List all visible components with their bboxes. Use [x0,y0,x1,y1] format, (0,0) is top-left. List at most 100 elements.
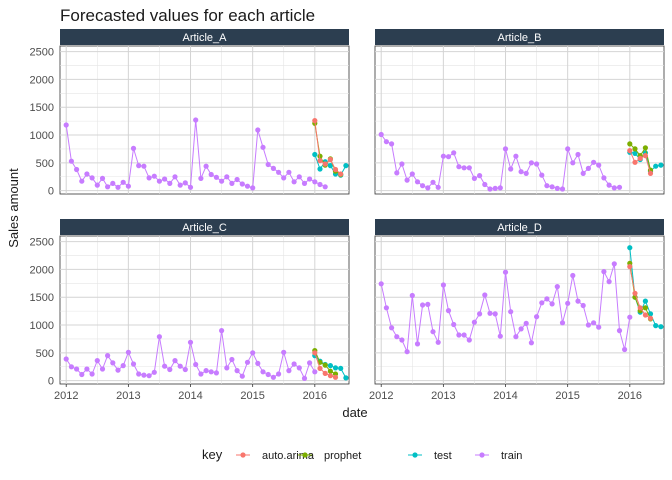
data-point-train [601,269,607,275]
data-point-train [414,179,421,185]
data-point-train [141,163,147,169]
data-point-auto.arima [632,159,638,165]
data-point-auto.arima [327,373,333,379]
data-point-test [327,363,333,369]
data-point-train [399,337,405,343]
data-point-train [177,182,183,188]
data-point-auto.arima [322,370,328,376]
data-point-train [565,146,571,152]
data-point-train [611,185,617,191]
data-point-train [115,184,121,190]
data-point-train [544,183,550,189]
data-point-train [487,310,493,316]
data-point-train [291,179,297,185]
x-tick-label: 2013 [116,390,140,402]
x-tick-label: 2015 [240,390,264,402]
data-point-train [518,326,524,332]
data-point-train [229,356,235,363]
data-point-test [653,323,659,329]
data-point-train [68,364,74,370]
legend-key-point [412,452,418,458]
legend-label: test [434,450,452,462]
data-point-auto.arima [322,161,328,167]
data-point-train [307,176,313,182]
data-point-train [281,349,287,355]
data-point-auto.arima [642,312,649,318]
data-point-train [79,178,85,184]
data-point-train [219,328,225,334]
data-point-train [89,175,95,181]
data-point-train [291,361,297,367]
data-point-train [130,145,137,151]
y-tick-label: 500 [36,158,54,170]
data-point-train [404,177,410,183]
data-point-train [167,180,173,186]
data-point-train [528,340,535,346]
data-point-train [229,180,235,186]
data-point-train [208,171,214,178]
x-tick-label: 2012 [369,390,393,402]
data-point-auto.arima [627,264,633,270]
facet-strip [60,29,349,45]
data-point-train [182,180,188,186]
data-point-train [596,162,602,168]
data-point-train [250,350,256,356]
data-point-train [281,175,287,181]
data-point-train [399,161,405,167]
data-point-train [534,314,540,320]
data-point-train [234,368,240,374]
data-point-train [394,334,400,340]
y-tick-label: 2500 [30,47,54,59]
x-tick-label: 2014 [493,390,517,402]
data-point-train [94,358,100,364]
data-point-train [440,153,446,159]
data-point-train [187,184,194,190]
data-point-train [554,284,560,290]
data-point-train [270,374,276,380]
data-point-train [296,365,302,371]
data-point-train [622,346,628,353]
data-point-train [250,185,256,191]
data-point-test [658,162,664,168]
data-point-auto.arima [332,374,339,380]
data-point-train [513,153,519,159]
data-point-train [383,305,389,311]
data-point-train [508,166,514,172]
data-point-auto.arima [627,148,633,154]
data-point-prophet [627,141,633,147]
data-point-train [570,272,576,279]
data-point-train [224,365,230,371]
y-tick-label: 1000 [30,130,54,142]
data-point-prophet [322,362,328,368]
data-point-train [523,170,529,176]
panel-Article_B: Article_B [374,29,665,195]
data-point-train [430,329,436,335]
data-point-train [559,320,566,326]
data-point-test [327,163,333,169]
data-point-train [456,332,462,338]
y-tick-label: 0 [48,186,54,198]
data-point-train [435,339,441,345]
data-point-test [658,324,664,330]
data-point-prophet [632,146,638,152]
data-point-auto.arima [317,365,323,371]
data-point-prophet [642,305,649,311]
data-point-train [591,159,597,165]
data-point-train [84,366,90,372]
data-point-train [265,161,271,168]
data-point-test [632,150,638,156]
y-tick-label: 1500 [30,292,54,304]
data-point-train [570,160,576,166]
data-point-train [549,301,555,307]
data-point-test [627,245,633,251]
data-point-prophet [327,368,333,374]
data-point-train [616,328,623,334]
data-point-train [115,367,121,373]
x-tick-label: 2014 [178,390,202,402]
data-point-train [203,163,209,169]
data-point-train [513,334,519,340]
data-point-train [492,311,498,317]
data-point-train [89,371,95,377]
legend-label: auto.arima [262,450,315,462]
data-point-train [389,325,395,331]
